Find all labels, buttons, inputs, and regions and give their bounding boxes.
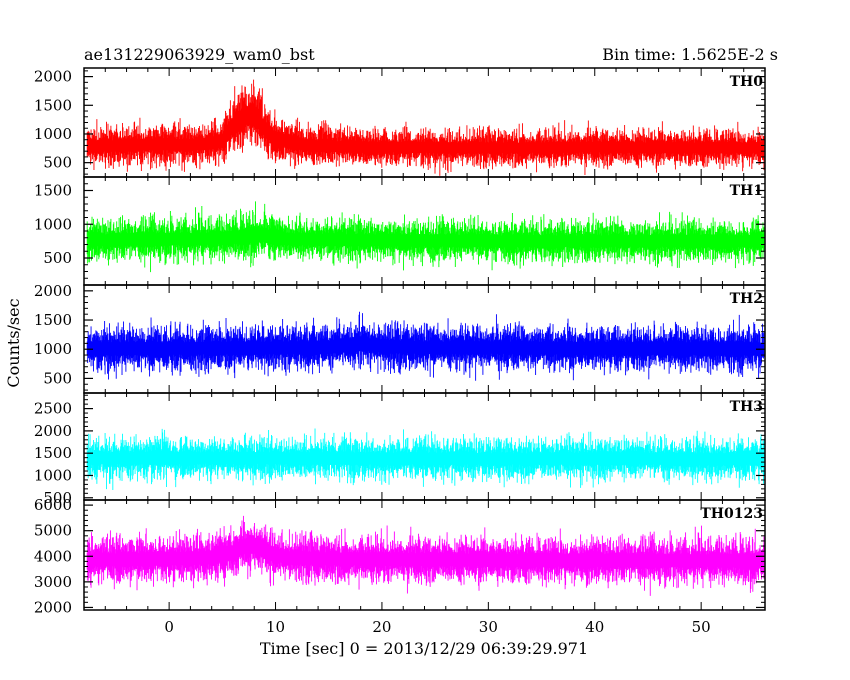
y-tick-label: 1000	[34, 125, 72, 143]
panel-label-th1: TH1	[730, 183, 763, 199]
y-tick-label: 1000	[34, 466, 72, 484]
panel-label-th2: TH2	[730, 291, 763, 307]
y-tick-label: 2000	[34, 422, 72, 440]
x-axis: 0 10 20 30 40 50	[164, 618, 710, 636]
x-tick-label: 30	[479, 618, 498, 636]
y-tick-label: 5000	[34, 522, 72, 540]
y-tick-label: 1000	[34, 215, 72, 233]
y-tick-label: 2000	[34, 282, 72, 300]
panel-th1: 500 1000 1500 TH1	[34, 176, 766, 286]
panel-label-th3: TH3	[730, 399, 763, 415]
panels-group: 500 1000 1500 2000 TH0 500 1000 1500 TH1 500 1000 1…	[34, 67, 766, 616]
series-th1	[86, 201, 765, 273]
panel-th0: 500 1000 1500 2000 TH0	[34, 67, 766, 178]
series-th0	[86, 79, 765, 176]
y-tick-label: 1500	[34, 182, 72, 200]
y-tick-label: 1000	[34, 340, 72, 358]
y-tick-label: 500	[43, 489, 72, 507]
y-tick-label: 2500	[34, 400, 72, 418]
panel-th2: 500 1000 1500 2000 TH2	[34, 282, 766, 394]
y-tick-label: 4000	[34, 547, 72, 565]
panel-label-th0123: TH0123	[700, 506, 763, 522]
y-tick-label: 2000	[34, 68, 72, 86]
x-tick-label: 20	[372, 618, 391, 636]
y-tick-label: 500	[43, 249, 72, 267]
panel-frame	[83, 67, 766, 178]
panel-th3: 500 1000 1500 2000 2500 TH3	[34, 392, 766, 507]
series-th2	[86, 311, 765, 381]
y-tick-label: 2000	[34, 598, 72, 616]
chart-title: ae131229063929_wam0_bst	[84, 45, 315, 64]
y-tick-label: 500	[43, 369, 72, 387]
y-tick-label: 1500	[34, 96, 72, 114]
y-axis-title: Counts/sec	[4, 298, 23, 387]
panel-th0123: 2000 3000 4000 5000 6000 TH0123	[34, 496, 766, 616]
panel-label-th0: TH0	[730, 74, 764, 90]
y-tick-label: 1500	[34, 311, 72, 329]
x-tick-label: 10	[266, 618, 285, 636]
series-th0123	[86, 515, 765, 596]
series-th3	[86, 428, 765, 490]
y-tick-label: 3000	[34, 573, 72, 591]
x-tick-label: 50	[692, 618, 711, 636]
x-tick-label: 0	[164, 618, 174, 636]
bin-time-label: Bin time: 1.5625E-2 s	[602, 45, 778, 64]
y-tick-label: 1500	[34, 444, 72, 462]
y-tick-label: 500	[43, 154, 72, 172]
x-tick-label: 40	[585, 618, 604, 636]
y-tick-label: 6000	[34, 496, 72, 514]
x-axis-title: Time [sec] 0 = 2013/12/29 06:39:29.971	[260, 639, 588, 658]
